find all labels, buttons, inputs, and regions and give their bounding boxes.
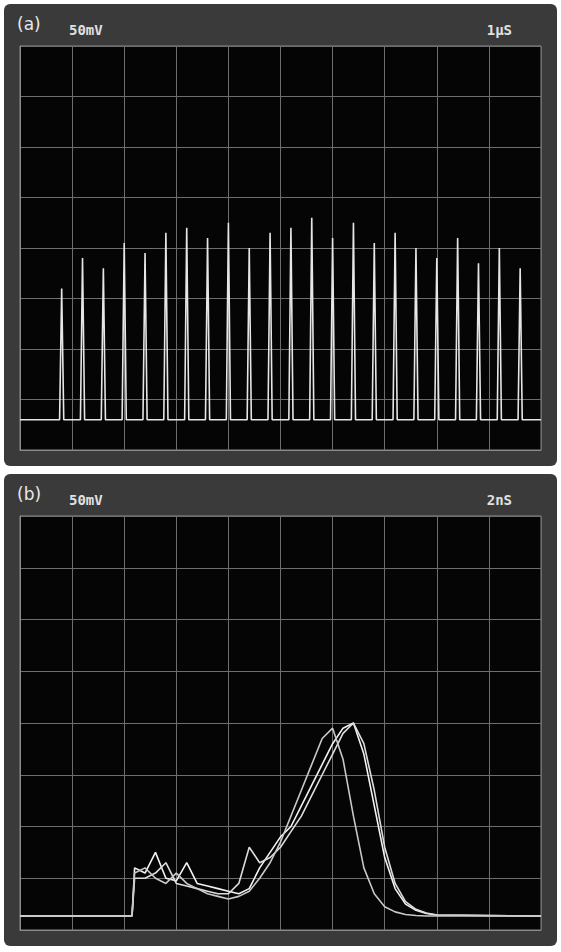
svg-text:50mV: 50mV — [69, 492, 103, 508]
svg-text:1μS: 1μS — [487, 22, 512, 38]
svg-text:2nS: 2nS — [487, 492, 512, 508]
svg-text:(b): (b) — [17, 484, 41, 504]
svg-text:(a): (a) — [17, 14, 41, 34]
svg-text:50mV: 50mV — [69, 22, 103, 38]
